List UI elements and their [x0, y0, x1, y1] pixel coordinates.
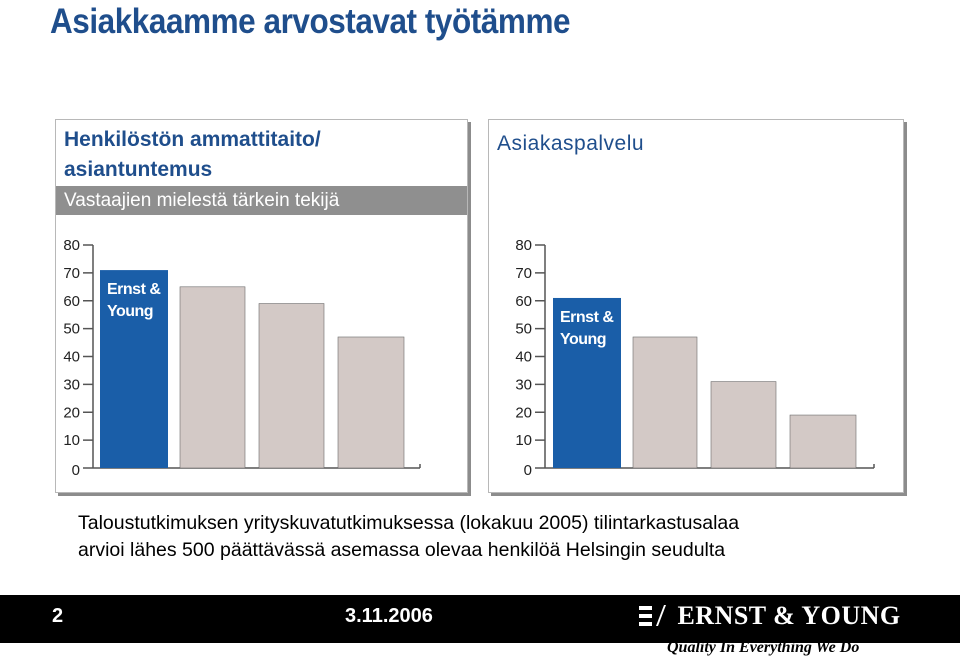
- page-number: 2: [52, 605, 64, 627]
- y-tick-label: 70: [515, 265, 532, 282]
- y-tick-label: 0: [524, 462, 532, 479]
- y-tick-label: 20: [515, 404, 532, 421]
- slide-title: Asiakkaamme arvostavat työtämme: [50, 2, 571, 41]
- company-logo: ERNST & YOUNG: [637, 601, 901, 631]
- bar-competitor-3: [337, 336, 405, 469]
- bar-competitor-2: [710, 381, 777, 469]
- bar-competitor-1: [179, 286, 246, 469]
- y-tick-label: 50: [63, 321, 80, 338]
- ernst-young-logo-icon: [639, 605, 666, 626]
- y-tick-label: 20: [63, 404, 80, 421]
- logo-text: ERNST & YOUNG: [677, 601, 901, 630]
- bar-competitor-2: [258, 303, 325, 469]
- bar-label-ernst-young: Young: [107, 303, 153, 320]
- y-tick-label: 30: [515, 376, 532, 393]
- panel-heading: asiantuntemus: [64, 158, 213, 181]
- y-tick-label: 80: [63, 237, 80, 254]
- bar-ernst-young: [553, 297, 621, 468]
- bar-label-ernst-young: Young: [560, 331, 606, 348]
- y-tick-label: 80: [515, 237, 532, 254]
- y-tick-label: 10: [63, 432, 80, 449]
- y-tick-label: 50: [515, 321, 532, 338]
- y-tick-label: 40: [63, 349, 80, 366]
- caption-line1: Taloustutkimuksen yrityskuvatutkimuksess…: [78, 512, 740, 534]
- caption: Taloustutkimuksen yrityskuvatutkimuksess…: [78, 510, 739, 564]
- y-tick-label: 60: [63, 293, 80, 310]
- caption-line2: arvioi lähes 500 päättävässä asemassa ol…: [78, 539, 726, 561]
- bar-competitor-3: [789, 414, 857, 469]
- panel-heading: Asiakaspalvelu: [497, 132, 645, 155]
- bar-competitor-1: [632, 336, 698, 469]
- footer-bar: 2 3.11.2006 ERNST & YOUNG: [0, 595, 960, 643]
- panel-subheading: Vastaajien mielestä tärkein tekijä: [56, 186, 467, 215]
- y-tick-label: 60: [515, 293, 532, 310]
- bar-label-ernst-young: Ernst &: [107, 281, 161, 298]
- y-tick-label: 10: [515, 432, 532, 449]
- y-tick-label: 40: [515, 349, 532, 366]
- tagline: Quality In Everything We Do: [667, 639, 860, 656]
- y-tick-label: 0: [72, 462, 80, 479]
- bar-ernst-young: [100, 270, 168, 468]
- panel-heading: Henkilöstön ammattitaito/: [64, 128, 321, 151]
- y-tick-label: 30: [63, 376, 80, 393]
- y-tick-label: 70: [63, 265, 80, 282]
- bar-label-ernst-young: Ernst &: [560, 309, 614, 326]
- footer-date: 3.11.2006: [345, 605, 433, 627]
